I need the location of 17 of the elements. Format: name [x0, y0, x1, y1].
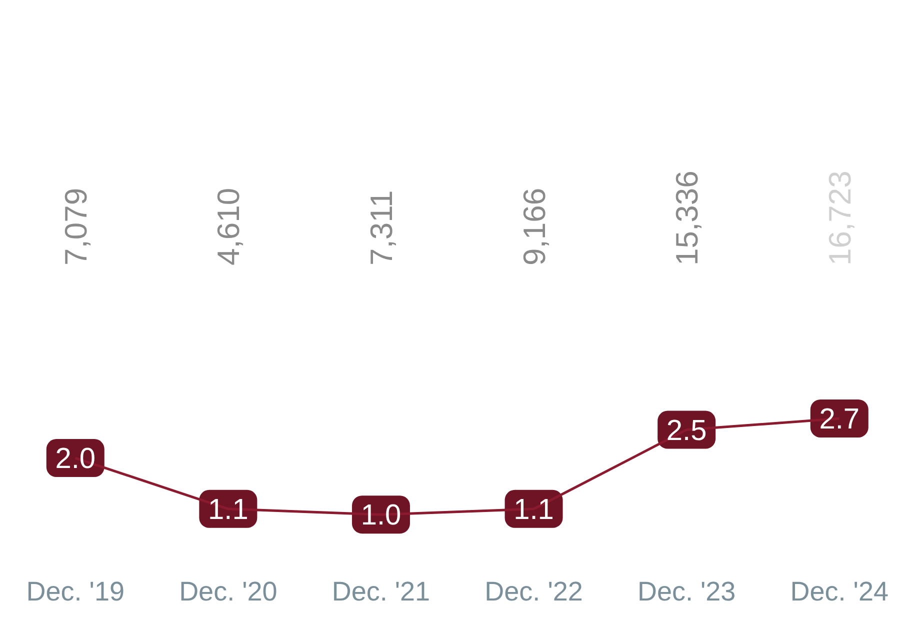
text: 7,079	[58, 188, 94, 266]
data-label: 1.1	[514, 494, 554, 526]
x-tick-label: Dec. '19	[26, 576, 124, 606]
text: 15,336	[670, 170, 705, 266]
text: 4,610	[211, 188, 246, 266]
text: 9,166	[516, 188, 552, 266]
x-tick-label: Dec. '21	[332, 576, 430, 606]
x-tick-label: Dec. '24	[790, 576, 888, 606]
data-label: 1.0	[360, 500, 402, 532]
data-label: 1.1	[208, 494, 248, 526]
data-label: 2.5	[666, 414, 707, 447]
x-tick-label: Dec. '22	[484, 576, 583, 606]
x-tick-label: Dec. '23	[637, 576, 736, 606]
data-label: 2.0	[55, 443, 96, 476]
x-tick-label: Dec. '20	[179, 576, 278, 606]
text: 7,311	[364, 190, 399, 266]
data-label: 2.7	[819, 403, 860, 436]
